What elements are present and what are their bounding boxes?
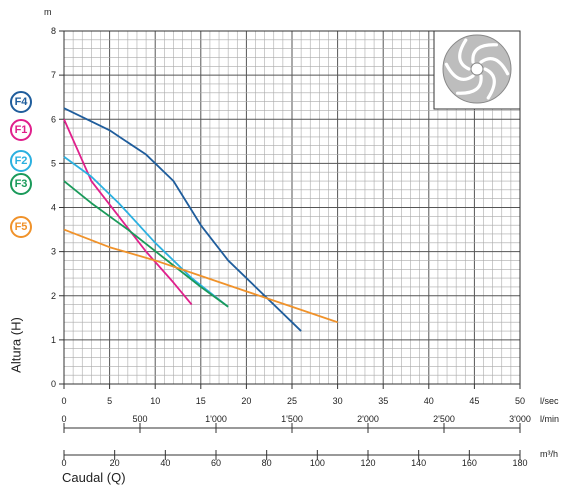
x-tick-label: 5 (107, 396, 112, 406)
x-tick-label: 140 (411, 458, 426, 468)
y-tick-label: 8 (51, 26, 56, 36)
x-tick-label: 60 (211, 458, 221, 468)
series-badge-f2: F2 (10, 150, 32, 172)
impeller-blade (479, 57, 510, 76)
series-badge-f4: F4 (10, 91, 32, 113)
y-tick-label: 2 (51, 291, 56, 301)
y-tick-label: 0 (51, 379, 56, 389)
x-tick-label: 25 (287, 396, 297, 406)
x-tick-label: 20 (241, 396, 251, 406)
impeller-blade (483, 67, 496, 100)
x-tick-label: 0 (61, 414, 66, 424)
impeller-blade (444, 62, 475, 81)
x-tick-label: 500 (132, 414, 147, 424)
y-axis-title-text: Altura (H) (8, 317, 24, 373)
x-tick-label: 40 (424, 396, 434, 406)
series-line-f5 (63, 228, 338, 324)
y-tick-label: 4 (51, 203, 56, 213)
series-line-f4 (63, 107, 302, 332)
x-tick-label: 45 (469, 396, 479, 406)
series-line-f3 (63, 180, 229, 308)
x-axis-title: Caudal (Q) (62, 470, 126, 485)
y-tick-label: 7 (51, 70, 56, 80)
series-line-f2 (63, 156, 229, 308)
y-tick-label: 3 (51, 247, 56, 257)
y-tick-label: 1 (51, 335, 56, 345)
x-tick-label: 50 (515, 396, 525, 406)
x-tick-label: 160 (462, 458, 477, 468)
x-tick-label: 0 (61, 396, 66, 406)
impeller-hub (470, 62, 484, 76)
x-tick-label: 0 (61, 458, 66, 468)
impeller-blade (471, 43, 499, 64)
series-badge-f3: F3 (10, 173, 32, 195)
series-badge-f1: F1 (10, 119, 32, 141)
x-tick-label: 80 (262, 458, 272, 468)
x-unit-label: l/min (540, 414, 559, 424)
x-unit-label: m³/h (540, 449, 558, 459)
y-axis-title: Altura (H) (6, 300, 26, 390)
y-tick-label: 6 (51, 114, 56, 124)
x-tick-label: 30 (333, 396, 343, 406)
x-tick-label: 180 (512, 458, 527, 468)
x-tick-label: 100 (310, 458, 325, 468)
x-tick-label: 2'500 (433, 414, 455, 424)
x-tick-label: 20 (110, 458, 120, 468)
x-tick-label: 35 (378, 396, 388, 406)
x-tick-label: 3'000 (509, 414, 531, 424)
x-tick-label: 120 (360, 458, 375, 468)
x-tick-label: 40 (160, 458, 170, 468)
impeller-blade (458, 38, 471, 71)
x-tick-label: 1'500 (281, 414, 303, 424)
x-tick-label: 2'000 (357, 414, 379, 424)
x-tick-label: 10 (150, 396, 160, 406)
series-badge-f5: F5 (10, 216, 32, 238)
y-tick-label: 5 (51, 158, 56, 168)
x-tick-label: 15 (196, 396, 206, 406)
x-unit-label: l/sec (540, 396, 559, 406)
impeller-blade (455, 74, 483, 95)
y-unit-label: m (44, 7, 52, 17)
x-tick-label: 1'000 (205, 414, 227, 424)
